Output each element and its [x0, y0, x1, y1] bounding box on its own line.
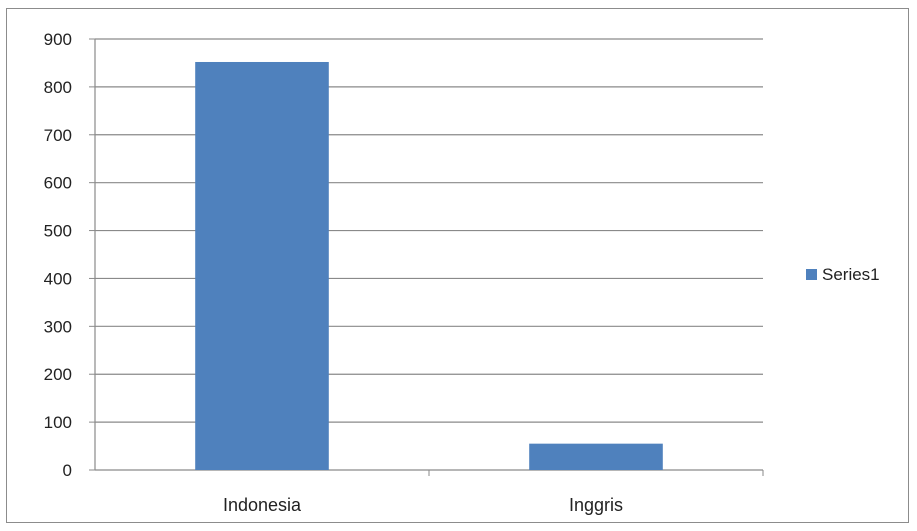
bar-inggris: [529, 443, 663, 470]
legend-label: Series1: [822, 265, 880, 284]
x-tick-labels: Indonesia Inggris: [223, 495, 623, 515]
chart-frame: [6, 8, 909, 523]
bars: [195, 61, 663, 471]
y-tick-label: 900: [44, 30, 72, 49]
legend: Series1: [806, 265, 880, 284]
y-tick-label: 400: [44, 269, 72, 288]
y-tick-label: 800: [44, 78, 72, 97]
y-tick-label: 700: [44, 126, 72, 145]
axes: [89, 38, 764, 476]
x-category-label: Inggris: [569, 495, 623, 515]
y-tick-label: 300: [44, 317, 72, 336]
x-category-label: Indonesia: [223, 495, 302, 515]
y-tick-label: 500: [44, 222, 72, 241]
y-tick-label: 600: [44, 174, 72, 193]
y-tick-label: 200: [44, 365, 72, 384]
y-tick-label: 100: [44, 413, 72, 432]
y-tick-label: 0: [63, 461, 72, 480]
bar-indonesia: [195, 61, 329, 471]
y-tick-labels: 0 100 200 300 400 500 600 700 800 900: [44, 30, 72, 480]
legend-swatch: [806, 269, 817, 280]
